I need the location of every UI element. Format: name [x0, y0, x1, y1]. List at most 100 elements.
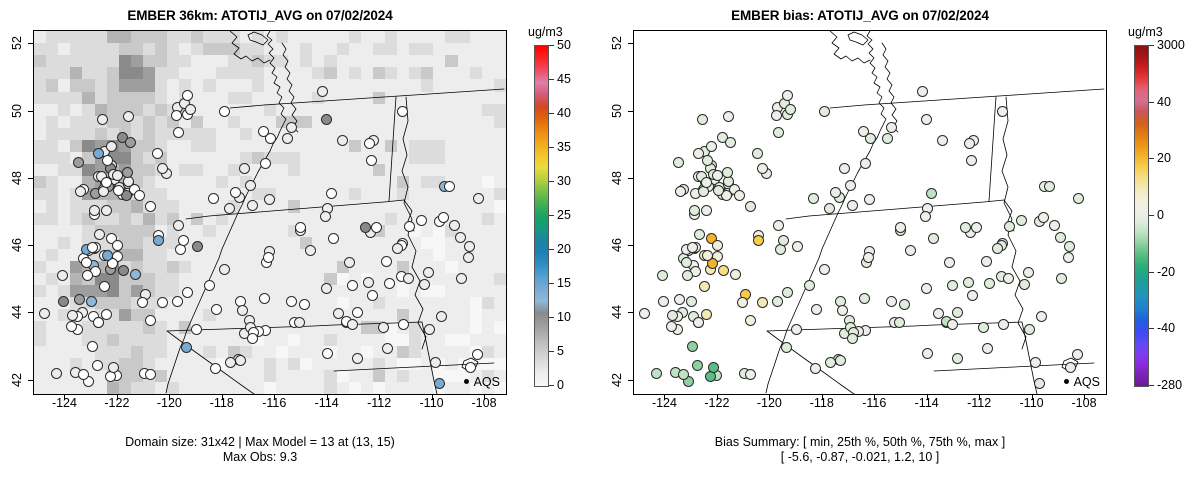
- raster-cell: [82, 67, 96, 80]
- raster-cell: [457, 309, 471, 322]
- raster-cell: [106, 103, 120, 117]
- raster-cell: [312, 188, 325, 201]
- raster-cell: [481, 91, 495, 105]
- raster-cell: [34, 260, 47, 274]
- raster-cell: [155, 369, 168, 383]
- raster-cell: [288, 67, 301, 80]
- colorbar-tick-mark: [549, 113, 554, 114]
- raster-cell: [481, 297, 495, 310]
- raster-cell: [493, 152, 506, 165]
- raster-cell: [384, 67, 398, 80]
- raster-cell: [469, 115, 483, 129]
- colorbar-tick-mark: [1149, 271, 1154, 273]
- raster-cell: [70, 212, 83, 226]
- raster-cell: [167, 285, 180, 298]
- raster-cell: [227, 152, 241, 165]
- raster-cell: [336, 333, 350, 347]
- state-border-wa-or: [186, 200, 404, 219]
- raster-cell: [251, 43, 265, 56]
- raster-cell: [191, 79, 204, 93]
- raster-cell: [397, 285, 410, 298]
- raster-cell: [203, 152, 217, 165]
- colorbar-tick-mark: [549, 215, 554, 216]
- raster-cell: [336, 176, 350, 189]
- raster-cell: [324, 139, 338, 153]
- raster-cell: [384, 200, 398, 214]
- raster-cell: [191, 345, 204, 359]
- raster-cell: [348, 152, 362, 165]
- raster-cell: [179, 357, 192, 371]
- raster-cell: [251, 381, 265, 394]
- raster-cell: [312, 273, 325, 286]
- raster-cell: [118, 55, 132, 68]
- raster-cell: [312, 381, 325, 394]
- panel-model-title: EMBER 36km: ATOTIJ_AVG on 07/02/2024: [127, 8, 393, 23]
- site-marker: [86, 242, 98, 254]
- raster-cell: [312, 369, 325, 383]
- raster-cell: [239, 248, 253, 262]
- raster-cell: [82, 31, 96, 44]
- raster-cell: [397, 152, 410, 165]
- raster-cell: [300, 260, 313, 274]
- raster-cell: [324, 369, 338, 383]
- raster-cell: [179, 188, 192, 201]
- raster-cell: [433, 79, 446, 93]
- raster-cell: [481, 309, 495, 322]
- raster-cell: [155, 188, 168, 201]
- raster-cell: [445, 309, 459, 322]
- raster-cell: [191, 285, 204, 298]
- map-model[interactable]: AQS: [33, 30, 507, 395]
- raster-cell: [348, 188, 362, 201]
- raster-cell: [34, 224, 47, 238]
- raster-cell: [397, 139, 410, 153]
- raster-cell: [348, 236, 362, 250]
- raster-cell: [300, 357, 313, 371]
- raster-cell: [58, 333, 71, 347]
- colorbar-tick-mark: [1149, 215, 1154, 216]
- raster-cell: [288, 381, 301, 394]
- raster-cell: [70, 127, 83, 141]
- raster-cell: [336, 115, 350, 129]
- island: [248, 32, 268, 45]
- raster-cell: [384, 152, 398, 165]
- raster-cell: [384, 43, 398, 56]
- raster-cell: [130, 236, 144, 250]
- raster-cell: [276, 43, 289, 56]
- raster-cell: [106, 43, 120, 56]
- raster-cell: [469, 103, 483, 117]
- raster-cell: [469, 91, 483, 105]
- raster-cell: [191, 115, 204, 129]
- raster-cell: [34, 200, 47, 214]
- raster-cell: [191, 297, 204, 310]
- raster-cell: [421, 164, 434, 177]
- raster-cell: [276, 260, 289, 274]
- raster-cell: [493, 260, 506, 274]
- footer-model-line1: Domain size: 31x42 | Max Model = 13 at (…: [125, 435, 395, 449]
- raster-cell: [481, 236, 495, 250]
- raster-cell: [251, 55, 265, 68]
- raster-cell: [457, 55, 471, 68]
- raster-cell: [481, 176, 495, 189]
- site-marker: [73, 157, 85, 169]
- raster-cell: [106, 285, 120, 298]
- raster-cell: [142, 248, 156, 262]
- raster-cell: [251, 273, 265, 286]
- raster-cell: [227, 139, 241, 153]
- raster-cell: [481, 164, 495, 177]
- raster-cell: [179, 200, 192, 214]
- raster-cell: [372, 333, 386, 347]
- raster-cell: [493, 55, 506, 68]
- raster-cell: [457, 321, 471, 335]
- raster-cell: [203, 176, 217, 189]
- raster-cell: [433, 297, 446, 310]
- raster-cell: [372, 212, 386, 226]
- colorbar-bias: ug/m3 -280 -40 -20 0 20 40 3000: [600, 0, 1200, 479]
- raster-cell: [94, 369, 108, 383]
- colorbar-gradient: [534, 45, 549, 387]
- raster-cell: [324, 357, 338, 371]
- raster-cell: [421, 55, 434, 68]
- raster-cell: [276, 381, 289, 394]
- raster-cell: [372, 103, 386, 117]
- raster-cell: [372, 164, 386, 177]
- raster-cell: [167, 357, 180, 371]
